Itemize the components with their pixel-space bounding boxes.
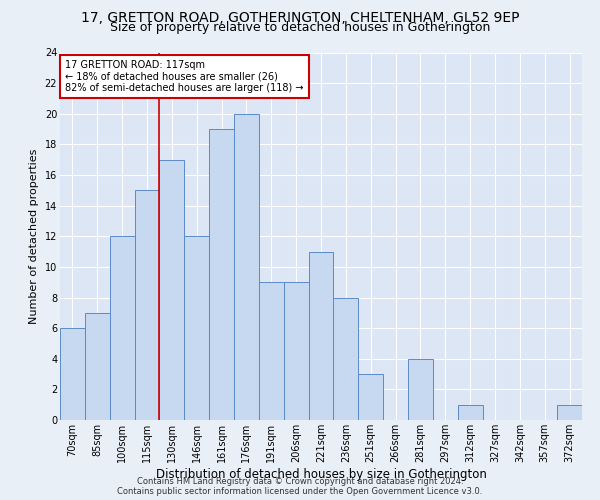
Bar — [60, 328, 85, 420]
Y-axis label: Number of detached properties: Number of detached properties — [29, 148, 39, 324]
Bar — [184, 236, 209, 420]
Text: 17, GRETTON ROAD, GOTHERINGTON, CHELTENHAM, GL52 9EP: 17, GRETTON ROAD, GOTHERINGTON, CHELTENH… — [81, 11, 519, 25]
Bar — [408, 359, 433, 420]
Bar — [334, 298, 358, 420]
Bar — [557, 404, 582, 420]
Bar — [284, 282, 308, 420]
Bar — [458, 404, 482, 420]
Bar — [259, 282, 284, 420]
Bar — [160, 160, 184, 420]
Text: 17 GRETTON ROAD: 117sqm
← 18% of detached houses are smaller (26)
82% of semi-de: 17 GRETTON ROAD: 117sqm ← 18% of detache… — [65, 60, 304, 93]
Bar — [234, 114, 259, 420]
Bar — [85, 313, 110, 420]
Bar — [110, 236, 134, 420]
X-axis label: Distribution of detached houses by size in Gotherington: Distribution of detached houses by size … — [155, 468, 487, 480]
Text: Contains HM Land Registry data © Crown copyright and database right 2024.
Contai: Contains HM Land Registry data © Crown c… — [118, 476, 482, 496]
Bar — [358, 374, 383, 420]
Text: Size of property relative to detached houses in Gotherington: Size of property relative to detached ho… — [110, 22, 490, 35]
Bar — [308, 252, 334, 420]
Bar — [209, 129, 234, 420]
Bar — [134, 190, 160, 420]
